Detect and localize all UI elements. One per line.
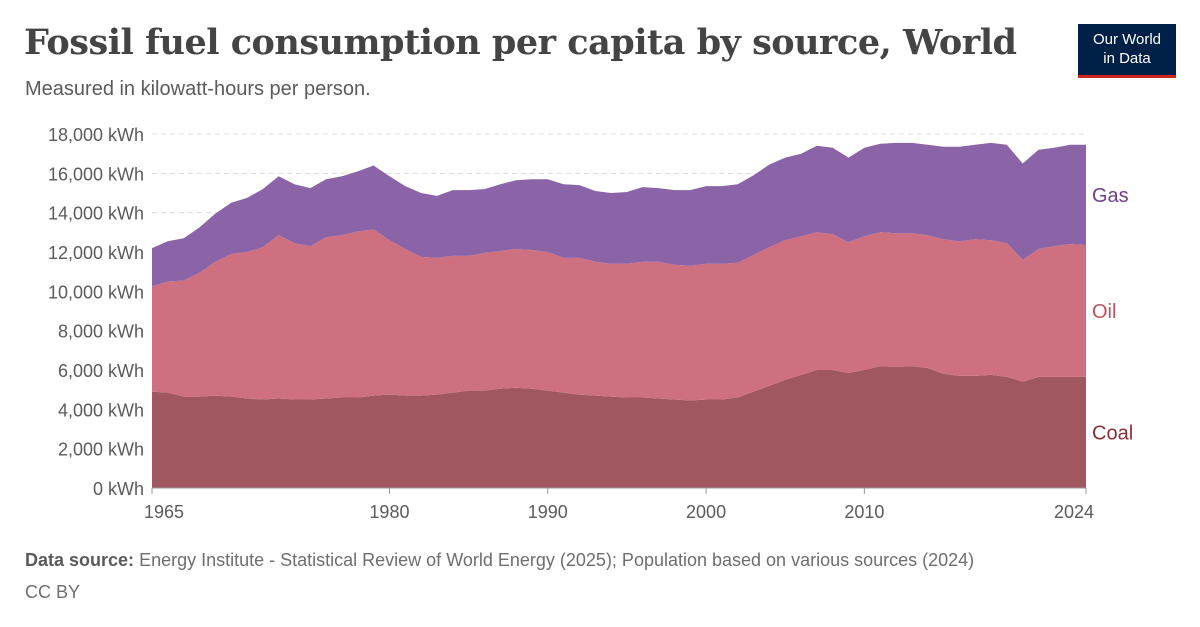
- stacked-area-chart: 0 kWh 2,000 kWh 4,000 kWh 6,000 kWh 8,000 kW…: [48, 125, 1133, 522]
- x-tick-label: 1965: [144, 502, 184, 522]
- x-tick-label: 2000: [686, 502, 726, 522]
- data-source-text: Energy Institute - Statistical Review of…: [139, 550, 975, 570]
- series-label-gas: Gas: [1092, 185, 1129, 207]
- license-link[interactable]: CC BY: [25, 582, 81, 602]
- data-source-label: Data source:: [25, 550, 135, 570]
- y-tick-label: 0 kWh: [93, 479, 144, 499]
- logo-line-1: Our World: [1092, 31, 1162, 48]
- series-label-oil: Oil: [1092, 301, 1116, 323]
- y-axis: 0 kWh 2,000 kWh 4,000 kWh 6,000 kWh 8,000 kW…: [48, 125, 144, 499]
- x-axis: 1965 1980 1990 2000 2010 2024: [144, 487, 1094, 522]
- y-tick-label: 4,000 kWh: [58, 400, 144, 420]
- chart-title: Fossil fuel consumption per capita by so…: [24, 22, 1017, 63]
- y-tick-label: 2,000 kWh: [58, 440, 144, 460]
- y-tick-label: 6,000 kWh: [58, 361, 144, 381]
- logo-line-2: in Data: [1103, 50, 1151, 67]
- y-tick-label: 12,000 kWh: [48, 243, 144, 263]
- x-tick-label: 1980: [369, 502, 409, 522]
- series-areas: [152, 142, 1086, 488]
- y-tick-label: 18,000 kWh: [48, 125, 144, 145]
- area-gas: [152, 142, 1086, 287]
- area-coal: [152, 366, 1086, 488]
- series-label-coal: Coal: [1092, 422, 1133, 444]
- owid-logo[interactable]: Our World in Data: [1078, 24, 1176, 78]
- x-tick-label: 2010: [844, 502, 884, 522]
- area-oil: [152, 229, 1086, 401]
- y-tick-label: 10,000 kWh: [48, 282, 144, 302]
- x-tick-label: 1990: [528, 502, 568, 522]
- data-source: Data source: Energy Institute - Statisti…: [25, 550, 974, 571]
- x-tick-label: 2024: [1054, 502, 1094, 522]
- y-tick-label: 8,000 kWh: [58, 322, 144, 342]
- chart-subtitle: Measured in kilowatt-hours per person.: [25, 78, 371, 100]
- y-tick-label: 16,000 kWh: [48, 164, 144, 184]
- y-tick-label: 14,000 kWh: [48, 204, 144, 224]
- series-labels: Coal Oil Gas: [1092, 185, 1133, 444]
